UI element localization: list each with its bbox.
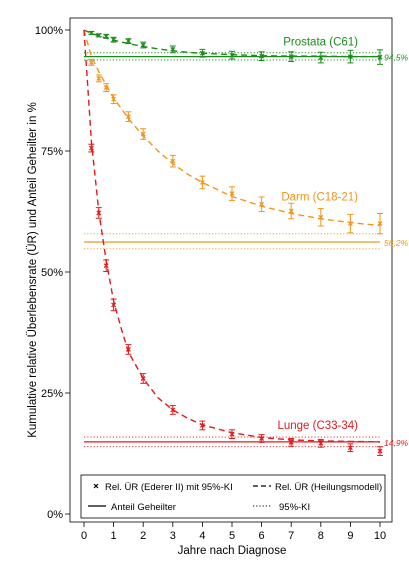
- data-point: [199, 422, 205, 428]
- data-point: [96, 210, 102, 216]
- x-tick-label: 5: [229, 530, 235, 542]
- data-point: [88, 30, 94, 36]
- data-point: [140, 42, 146, 48]
- data-point: [199, 50, 205, 56]
- data-point: [103, 33, 109, 39]
- data-point: [88, 145, 94, 151]
- y-tick-label: 25%: [41, 388, 63, 400]
- data-point: [377, 221, 383, 227]
- x-tick-label: 8: [318, 530, 324, 542]
- y-tick-label: 50%: [41, 267, 63, 279]
- x-tick-label: 3: [170, 530, 176, 542]
- data-point: [88, 59, 94, 65]
- data-point: [96, 32, 102, 38]
- x-tick-label: 7: [288, 530, 294, 542]
- data-point: [140, 376, 146, 381]
- legend: Rel. ÜR (Ederer II) mit 95%-KI Rel. ÜR (H…: [80, 474, 386, 519]
- data-point: [259, 53, 265, 59]
- data-point: [347, 445, 353, 451]
- data-point: [111, 96, 117, 102]
- data-point: [125, 114, 131, 120]
- data-point: [259, 201, 265, 207]
- legend-marker-point: [93, 483, 99, 489]
- data-point: [111, 37, 117, 43]
- y-axis-label: Kumulative relative Überlebensrate (ÜR) …: [27, 102, 39, 438]
- data-point: [288, 54, 294, 60]
- data-point: [199, 180, 205, 185]
- x-tick-label: 1: [111, 530, 117, 542]
- legend-entry: 95%-KI: [279, 502, 310, 513]
- data-point: [103, 263, 109, 269]
- observed-points: [88, 30, 383, 456]
- data-point: [377, 54, 383, 60]
- data-point: [318, 55, 324, 61]
- x-tick-label: 4: [199, 530, 205, 542]
- legend-entry: Rel. ÜR (Heilungsmodell): [275, 482, 382, 493]
- data-point: [125, 38, 131, 44]
- x-tick-label: 10: [374, 530, 386, 542]
- data-point: [288, 208, 294, 214]
- legend-entry: Rel. ÜR (Ederer II) mit 95%-KI: [105, 482, 233, 493]
- legend-box: [80, 474, 386, 519]
- axes: 0 1 2 3 4 5 6 7 8 9 100%25%50%75%100%: [35, 25, 386, 542]
- data-point: [229, 191, 235, 197]
- legend-entry: Anteil Geheilter: [111, 502, 176, 513]
- x-tick-label: 2: [140, 530, 146, 542]
- data-point: [347, 221, 353, 227]
- data-point: [96, 75, 102, 81]
- model-curve: [83, 29, 381, 443]
- plot-frame: [69, 17, 393, 523]
- data-point: [318, 440, 324, 446]
- data-point: [111, 302, 117, 308]
- data-point: [229, 431, 235, 437]
- x-tick-label: 0: [81, 530, 87, 542]
- y-tick-label: 100%: [35, 25, 63, 37]
- data-point: [259, 436, 265, 441]
- x-tick-label: 6: [259, 530, 265, 542]
- cure-fraction-label: 56,2%: [384, 238, 409, 248]
- series-label: Darm (C18-21): [281, 192, 358, 204]
- cure-fraction-label: 94,5%: [384, 53, 409, 63]
- data-point: [170, 158, 176, 164]
- data-point: [103, 85, 109, 91]
- data-point: [170, 46, 176, 52]
- data-point: [125, 346, 131, 352]
- series-label: Prostata (C61): [283, 37, 358, 49]
- data-point: [347, 54, 353, 60]
- data-point: [318, 214, 324, 220]
- data-point: [170, 407, 176, 413]
- data-point: [140, 131, 146, 137]
- y-tick-label: 0%: [47, 509, 63, 521]
- cure-fraction-label: 14,9%: [384, 438, 409, 448]
- data-point: [288, 439, 294, 445]
- x-axis-label: Jahre nach Diagnose: [178, 545, 287, 557]
- x-tick-label: 9: [347, 530, 353, 542]
- series-label: Lunge (C33-34): [277, 420, 358, 432]
- series-labels: 94,5% Prostata (C61) 56,2% Darm (C18-21) 14,…: [277, 37, 408, 448]
- y-tick-label: 75%: [41, 146, 63, 158]
- data-point: [229, 52, 235, 58]
- plot-border: [69, 17, 393, 523]
- data-point: [377, 448, 383, 454]
